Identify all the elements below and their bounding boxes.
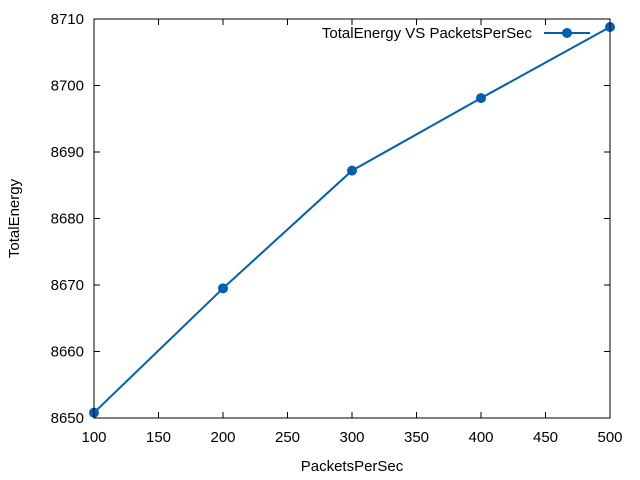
x-tick-label: 300 <box>339 429 364 446</box>
y-tick-label: 8690 <box>51 144 84 161</box>
data-point <box>347 165 357 176</box>
x-axis-label: PacketsPerSec <box>301 458 404 475</box>
y-tick-label: 8700 <box>51 78 84 95</box>
series-line <box>93 26 611 414</box>
y-axis-label: TotalEnergy <box>6 178 23 258</box>
x-tick-label: 150 <box>146 429 171 446</box>
x-tick-label: 450 <box>533 429 558 446</box>
y-tick-label: 8710 <box>51 11 84 28</box>
x-tick-label: 350 <box>404 429 429 446</box>
x-tick-label: 400 <box>468 429 493 446</box>
y-tick-label: 8660 <box>51 344 84 361</box>
data-point <box>218 283 228 294</box>
x-tick-label: 200 <box>210 429 235 446</box>
data-point <box>476 93 486 104</box>
x-tick-label: 100 <box>81 429 106 446</box>
y-tick-label: 8680 <box>51 211 84 228</box>
legend-label: TotalEnergy VS PacketsPerSec <box>322 25 533 42</box>
y-tick-label: 8670 <box>51 277 84 294</box>
y-tick-label: 8650 <box>51 410 84 427</box>
legend: TotalEnergy VS PacketsPerSec <box>322 25 590 42</box>
x-tick-label: 250 <box>275 429 300 446</box>
ticks-layer: 100 150 200 250 300 350 400 450 500 8650 8660 8670 8… <box>51 11 623 446</box>
legend-marker <box>562 28 572 38</box>
x-tick-label: 500 <box>597 429 622 446</box>
series-layer <box>89 21 615 418</box>
plot-frame <box>93 18 611 419</box>
